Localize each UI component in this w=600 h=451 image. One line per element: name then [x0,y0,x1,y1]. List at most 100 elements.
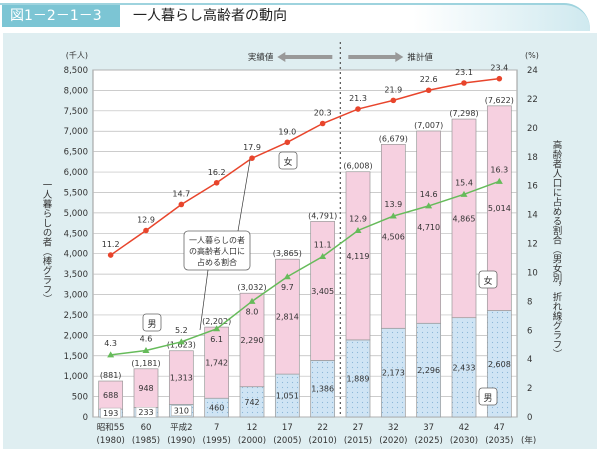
bar-label-male: 742 [244,398,259,407]
female-tag-box [278,151,298,170]
y-left-axis-title: 一人暮らしの者（棒グラフ） [41,180,53,304]
figure-header: 図1－2－1－3 一人暮らし高齢者の動向 [0,3,600,31]
callout-text: の高齢者人口に [189,246,245,256]
male-point [354,226,362,233]
female-tag: 女 [283,156,292,168]
y-left-tick-label: 3,500 [64,270,88,280]
x-tick-label: 27 [353,423,364,433]
bar-female [310,221,336,361]
y-right-tick-label: 22 [527,95,538,105]
male-point [460,190,468,197]
female-line-label: 21.3 [349,94,367,103]
y-left-tick-label: 0 [83,413,88,423]
female-point [425,87,432,94]
bar-female [204,326,230,399]
callout-text: 占める割合 [197,257,237,267]
bar-label-male: 1,386 [311,385,334,394]
male-point [425,202,433,209]
y-right-tick-label: 12 [527,240,538,250]
male-point [495,177,503,184]
bar-total-label: (881) [100,371,122,380]
bar-label-female: 2,290 [241,336,264,345]
male-line-label: 14.6 [420,190,438,199]
male-tag-bar: 男 [483,393,492,404]
female-tag-bar: 女 [483,275,492,287]
bar-label-male: 193 [103,409,118,418]
y-left-tick-label: 6,000 [64,168,88,178]
x-tick-year: (1995) [203,436,231,446]
y-right-tick-label: 20 [527,124,538,134]
x-unit: (年) [521,435,536,446]
bar-male [451,317,477,418]
bar-label-male: 310 [174,407,189,416]
female-point [107,252,114,258]
y-left-tick-label: 4,500 [64,229,88,239]
y-right-unit: (%) [525,51,539,60]
bar-female [451,118,477,319]
male-line-label: 16.3 [490,165,508,174]
bar-label-female: 5,014 [488,204,511,213]
male-line-label: 13.9 [384,200,402,209]
male-point [248,297,256,304]
x-tick-year: (2020) [379,436,407,446]
bar-label-female: 688 [103,391,118,400]
female-point [496,75,503,82]
male-tag-bar-box [478,387,498,406]
bar-total-label: (3,865) [273,249,302,258]
female-line-label: 17.9 [243,143,261,152]
female-line-label: 16.2 [208,168,226,177]
male-line-label: 8.0 [246,307,259,316]
bar-label-female: 2,814 [276,313,299,322]
projected-values-label: 推計値 [407,52,433,63]
x-tick-label: 22 [317,423,328,433]
male-label-box [100,407,121,419]
callout-pointer-female [237,159,251,232]
bar-male [310,360,336,418]
male-label-box [135,406,157,418]
y-right-tick-label: 6 [527,326,532,336]
bar-male [239,386,265,418]
y-left-tick-label: 7,500 [64,107,88,117]
bar-female [168,350,194,405]
male-label-box [171,405,192,416]
male-line-label: 15.4 [455,178,473,187]
female-point [461,80,467,86]
female-line-label: 21.9 [384,85,402,94]
bar-female [345,171,371,341]
female-point [143,227,149,234]
bar-female [98,380,124,410]
male-point [283,273,291,280]
y-left-tick-label: 5,500 [64,188,88,198]
callout-box [183,230,251,271]
y-left-tick-label: 3,000 [64,291,88,301]
bar-male [345,339,371,418]
female-point [319,120,326,127]
male-tag: 男 [147,319,156,330]
male-tag-box [142,313,162,332]
callout-pointer-male [199,269,209,331]
y-right-tick-label: 4 [527,355,532,365]
x-tick-year: (2015) [344,436,372,446]
bar-female [416,130,442,324]
female-point [355,106,361,112]
female-line [110,77,500,256]
male-point [107,351,115,358]
y-right-tick-label: 14 [527,211,538,221]
y-right-tick-label: 10 [527,268,538,278]
figure-number: 図1－2－1－3 [2,5,120,27]
bar-total-label: (3,032) [237,283,266,292]
x-tick-year: (2000) [238,436,266,446]
male-line-label: 4.3 [104,339,117,348]
female-line-label: 19.0 [278,127,296,136]
bar-male [274,373,300,418]
male-line-label: 11.1 [314,241,332,250]
x-tick-year: (1980) [97,436,125,446]
x-tick-year: (2035) [485,436,513,446]
female-line-label: 23.4 [490,64,508,73]
bar-total-label: (2,202) [202,317,231,326]
x-tick-year: (2025) [415,436,443,446]
x-tick-label: 37 [423,423,434,433]
y-left-tick-label: 6,500 [64,148,88,158]
bar-label-male: 2,433 [453,363,476,372]
bar-male [416,322,442,418]
